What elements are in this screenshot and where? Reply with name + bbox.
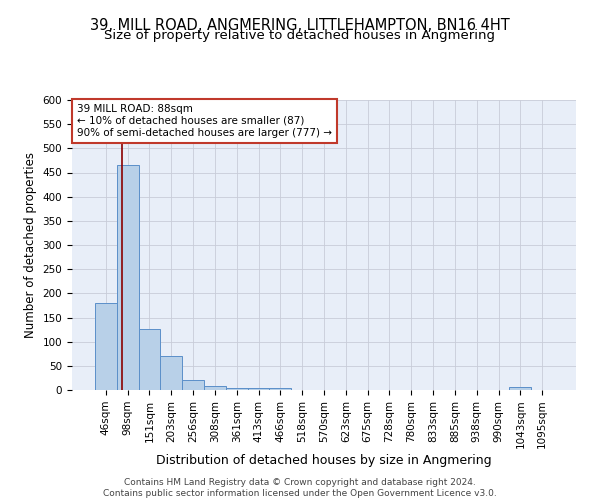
Bar bbox=[204, 386, 226, 390]
Bar bbox=[509, 387, 531, 390]
Text: Contains HM Land Registry data © Crown copyright and database right 2024.
Contai: Contains HM Land Registry data © Crown c… bbox=[103, 478, 497, 498]
Text: Size of property relative to detached houses in Angmering: Size of property relative to detached ho… bbox=[104, 29, 496, 42]
Bar bbox=[95, 303, 117, 390]
Bar bbox=[139, 328, 160, 390]
Bar bbox=[160, 356, 182, 390]
Text: 39, MILL ROAD, ANGMERING, LITTLEHAMPTON, BN16 4HT: 39, MILL ROAD, ANGMERING, LITTLEHAMPTON,… bbox=[90, 18, 510, 32]
Bar bbox=[226, 388, 248, 390]
Bar bbox=[182, 380, 204, 390]
Y-axis label: Number of detached properties: Number of detached properties bbox=[24, 152, 37, 338]
Bar bbox=[248, 388, 269, 390]
X-axis label: Distribution of detached houses by size in Angmering: Distribution of detached houses by size … bbox=[156, 454, 492, 467]
Bar bbox=[117, 165, 139, 390]
Bar bbox=[269, 388, 291, 390]
Text: 39 MILL ROAD: 88sqm
← 10% of detached houses are smaller (87)
90% of semi-detach: 39 MILL ROAD: 88sqm ← 10% of detached ho… bbox=[77, 104, 332, 138]
